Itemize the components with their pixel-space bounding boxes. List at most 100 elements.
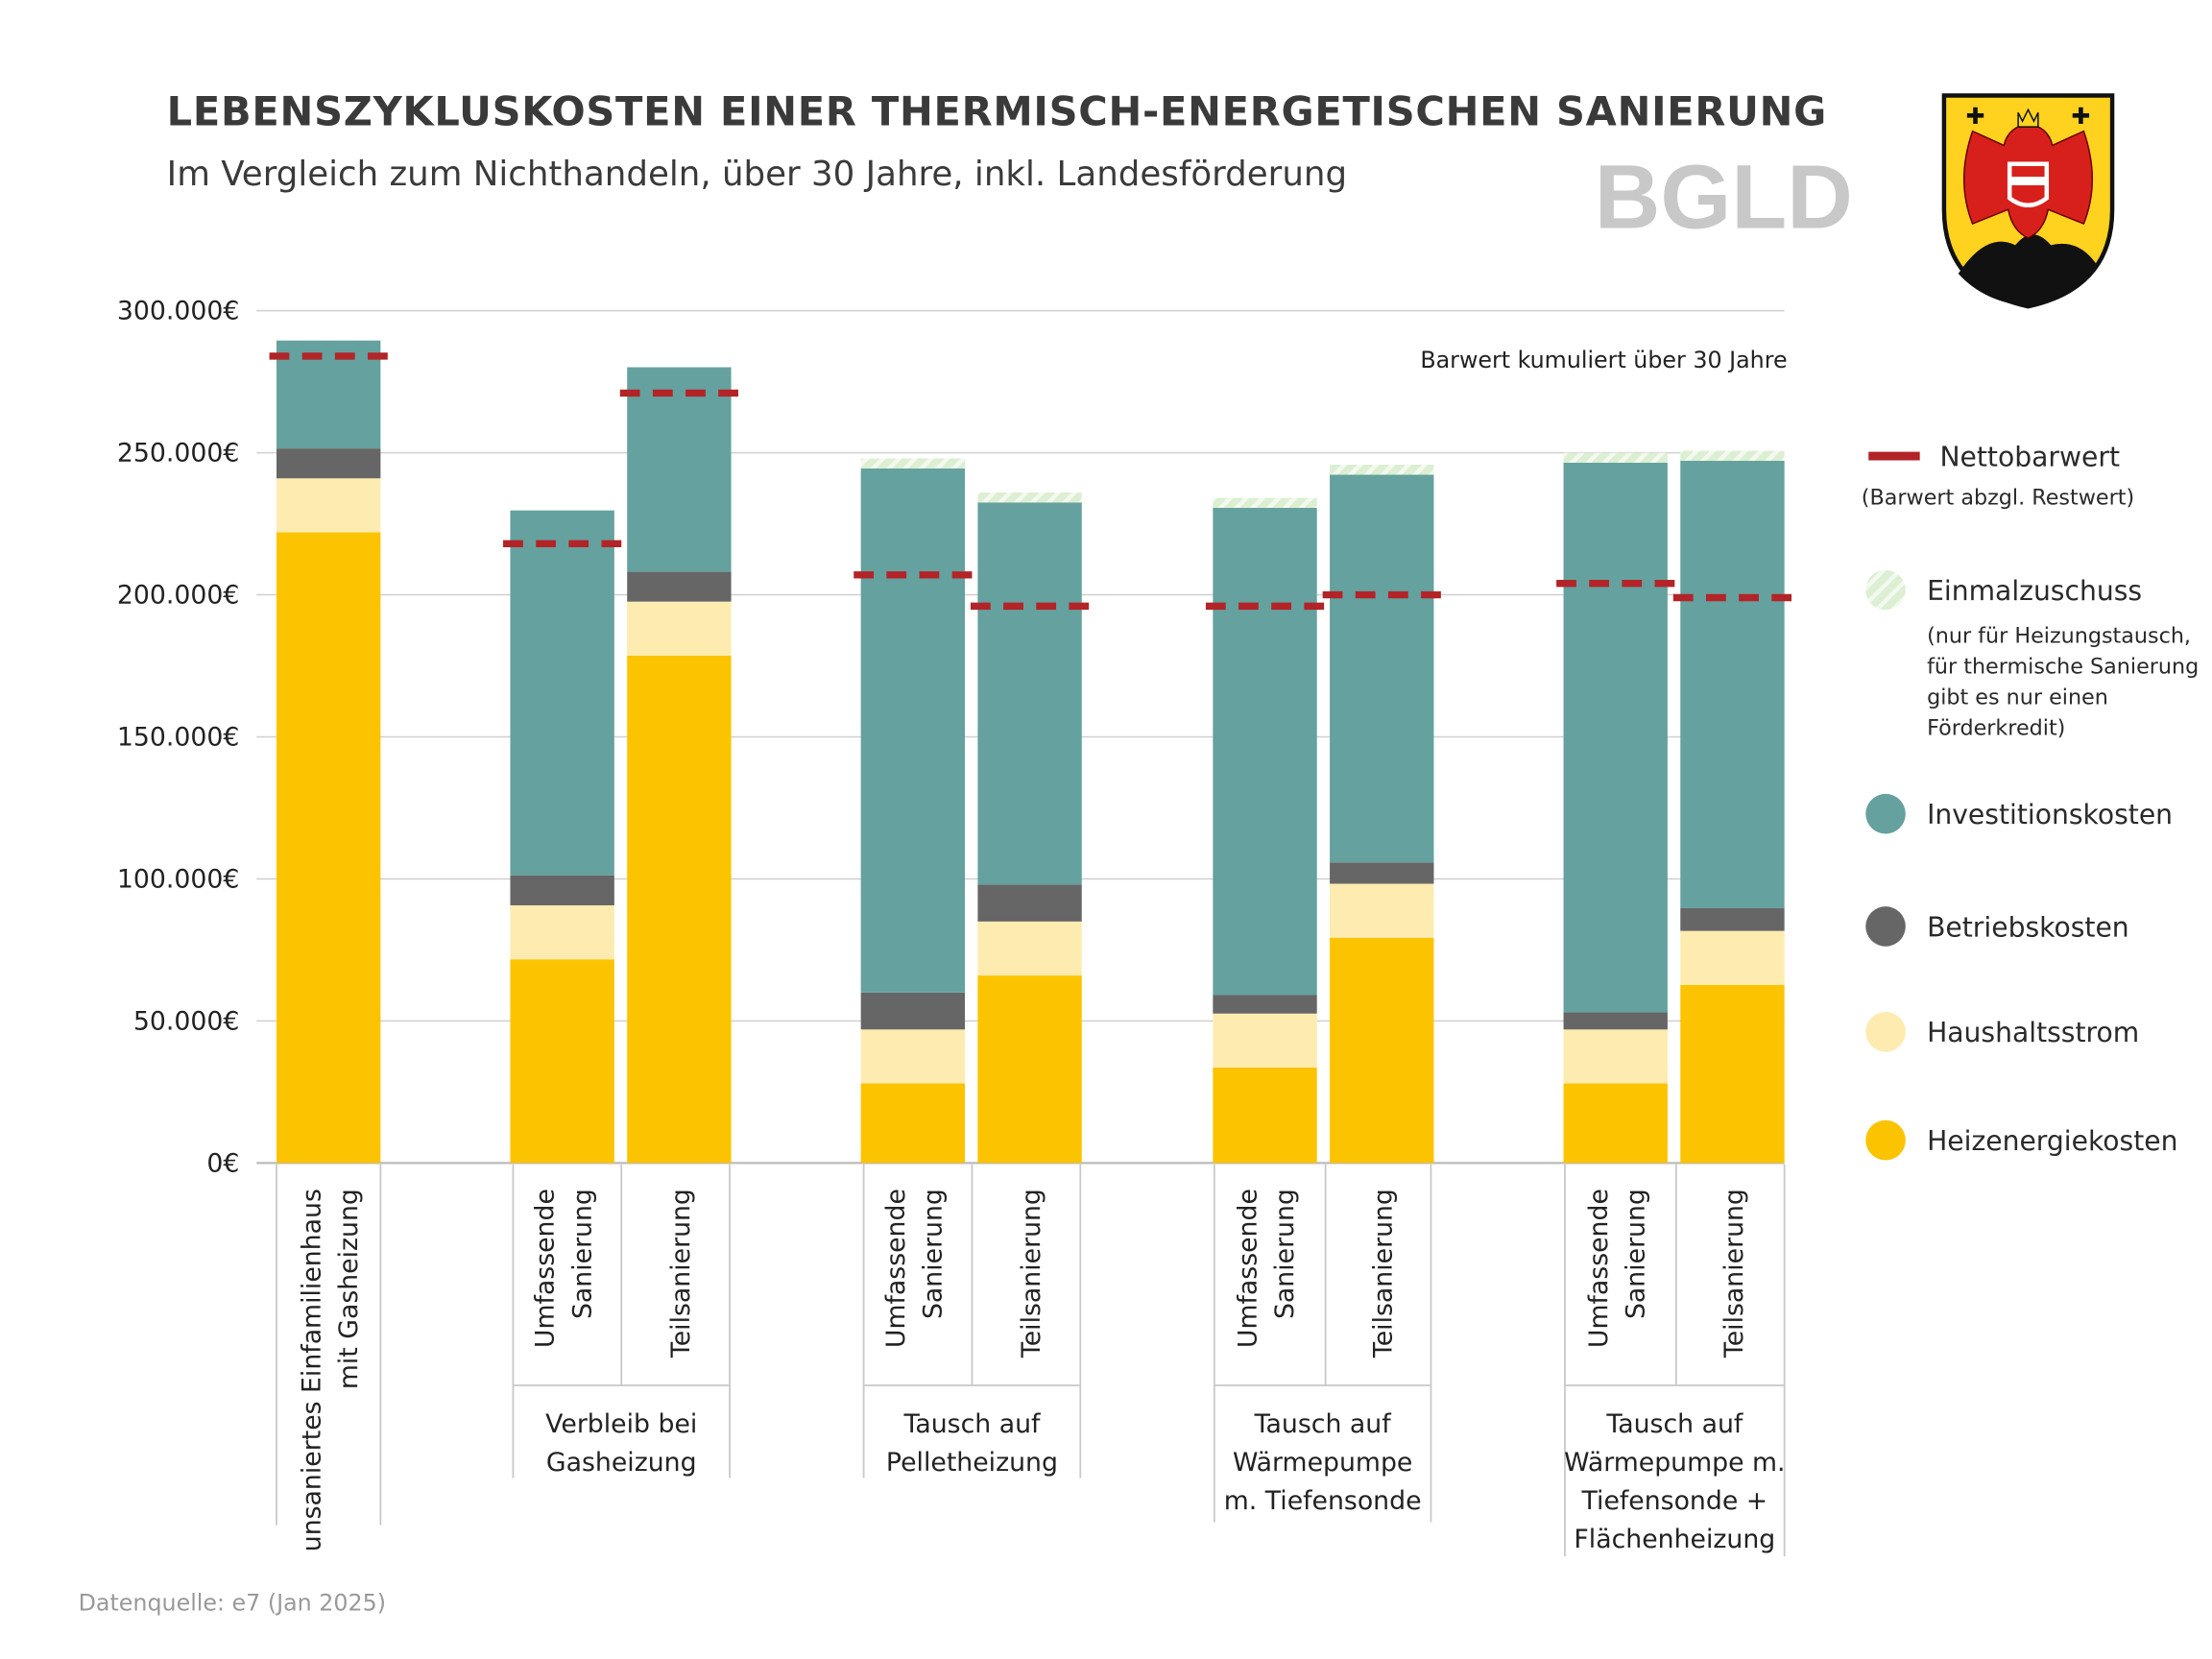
bars [276,340,1785,1164]
bar-segment-einmalzuschuss [860,458,966,469]
category-label: Teilsanierung [1719,1189,1749,1358]
bar-segment-investitionskosten [1680,460,1785,908]
category-label: mit Gasheizung [334,1189,364,1389]
category-label: Teilsanierung [1017,1189,1046,1358]
legend-label: Einmalzuschuss [1927,575,2142,607]
chart-annotation: Barwert kumuliert über 30 Jahre [1420,347,1787,373]
bar-segment-haushaltsstrom [1330,883,1434,938]
legend-swatch-icon [1865,1119,1906,1161]
data-source: Datenquelle: e7 (Jan 2025) [79,1590,386,1617]
bar-segment-heizenergiekosten [1330,937,1434,1164]
category-label: Umfassende [531,1189,561,1348]
bar-segment-haushaltsstrom [1563,1029,1668,1084]
bar-segment-haushaltsstrom [977,921,1082,976]
bar-stack [1680,450,1785,1164]
bar-segment-heizenergiekosten [1213,1067,1317,1164]
bar-segment-heizenergiekosten [860,1083,966,1164]
bar-segment-betriebskosten [627,571,732,602]
bar-segment-einmalzuschuss [977,493,1082,503]
bar-segment-haushaltsstrom [860,1029,966,1084]
legend: Nettobarwert (Barwert abzgl. Restwert) Ein… [1862,441,2199,1161]
group-label: Tausch auf [902,1409,1041,1439]
bar-segment-betriebskosten [1330,862,1434,884]
y-tick-label: 50.000€ [133,1006,240,1036]
bar-stack [977,493,1082,1164]
group-label: Wärmepumpe m. [1564,1448,1785,1478]
bar-segment-investitionskosten [1213,507,1317,996]
coat-of-arms-logo: ✚ ✚ [1941,93,2115,309]
group-label: Tausch auf [1605,1409,1743,1439]
legend-label: Betriebskosten [1927,911,2129,943]
category-label: Sanierung [1621,1189,1650,1319]
y-tick-label: 200.000€ [117,580,240,610]
bar-segment-betriebskosten [977,884,1082,922]
bar-segment-heizenergiekosten [977,975,1082,1164]
bar-stack [860,458,966,1164]
y-tick-label: 100.000€ [117,864,240,894]
y-tick-label: 150.000€ [117,722,240,752]
group-label: Verbleib bei [545,1409,697,1439]
bar-segment-haushaltsstrom [627,601,732,656]
bar-segment-investitionskosten [860,468,966,993]
category-label: Teilsanierung [666,1189,696,1358]
category-label: Sanierung [567,1189,597,1319]
bar-stack [1330,465,1434,1164]
nettobarwert-markers [269,352,1792,611]
bar-segment-heizenergiekosten [1680,984,1785,1164]
bar-segment-investitionskosten [1563,462,1668,1013]
bar-stack [276,340,381,1164]
bar-segment-investitionskosten [627,367,732,572]
bar-segment-haushaltsstrom [510,904,614,960]
legend-item: Nettobarwert (Barwert abzgl. Restwert) [1862,441,2134,510]
legend-label: Heizenergiekosten [1927,1125,2177,1157]
category-label: Teilsanierung [1369,1189,1399,1358]
category-label: Umfassende [1234,1189,1263,1348]
legend-sublabel: gibt es nur einen [1927,685,2108,709]
legend-swatch-icon [1865,793,1906,834]
category-label: Umfassende [881,1189,911,1348]
legend-item: Investitionskosten [1865,793,2173,834]
bar-segment-heizenergiekosten [276,532,381,1164]
legend-item: Betriebskosten [1865,906,2129,947]
group-label: Gasheizung [546,1448,697,1478]
bar-segment-heizenergiekosten [1563,1083,1668,1164]
svg-text:✚: ✚ [2071,103,2090,130]
svg-text:✚: ✚ [1966,103,1985,130]
bar-segment-investitionskosten [510,510,614,876]
bar-segment-heizenergiekosten [627,655,732,1164]
legend-swatch-icon [1865,906,1906,947]
y-tick-label: 300.000€ [117,297,240,326]
group-label: Tausch auf [1254,1409,1392,1439]
category-label: Umfassende [1584,1189,1614,1348]
bar-segment-haushaltsstrom [1213,1013,1317,1068]
legend-dash-icon [1868,451,1920,461]
group-label: Wärmepumpe [1233,1448,1412,1478]
bar-stack [1213,497,1317,1164]
group-label: Pelletheizung [886,1448,1058,1478]
bar-stack [510,510,614,1164]
bar-segment-einmalzuschuss [1680,450,1785,461]
category-label: Sanierung [919,1189,949,1319]
legend-item: Einmalzuschuss (nur für Heizungstausch, fü… [1865,569,2199,740]
bar-segment-betriebskosten [1680,907,1785,931]
legend-item: Haushaltsstrom [1865,1012,2139,1052]
category-label: Sanierung [1270,1189,1300,1319]
group-label: Flächenheizung [1574,1525,1775,1554]
y-tick-label: 250.000€ [117,438,240,468]
legend-label: Nettobarwert [1939,441,2120,472]
legend-sublabel: (Barwert abzgl. Restwert) [1862,486,2134,511]
legend-sublabel: für thermische Sanierung [1927,654,2199,679]
legend-item: Heizenergiekosten [1865,1119,2177,1161]
bar-segment-haushaltsstrom [1680,930,1785,985]
chart-subtitle: Im Vergleich zum Nichthandeln, über 30 J… [167,155,1347,194]
y-tick-label: 0€ [206,1148,239,1178]
bar-segment-betriebskosten [510,875,614,905]
bar-segment-einmalzuschuss [1330,465,1434,475]
legend-label: Investitionskosten [1927,799,2173,830]
bar-segment-einmalzuschuss [1213,497,1317,508]
bar-segment-betriebskosten [1563,1012,1668,1030]
bar-stack [1563,452,1668,1164]
legend-swatch-icon [1865,1012,1906,1052]
y-axis: 0€ 50.000€ 100.000€ 150.000€ 200.000€ 250.000… [117,297,240,1179]
group-label: m. Tiefensonde [1224,1486,1422,1516]
